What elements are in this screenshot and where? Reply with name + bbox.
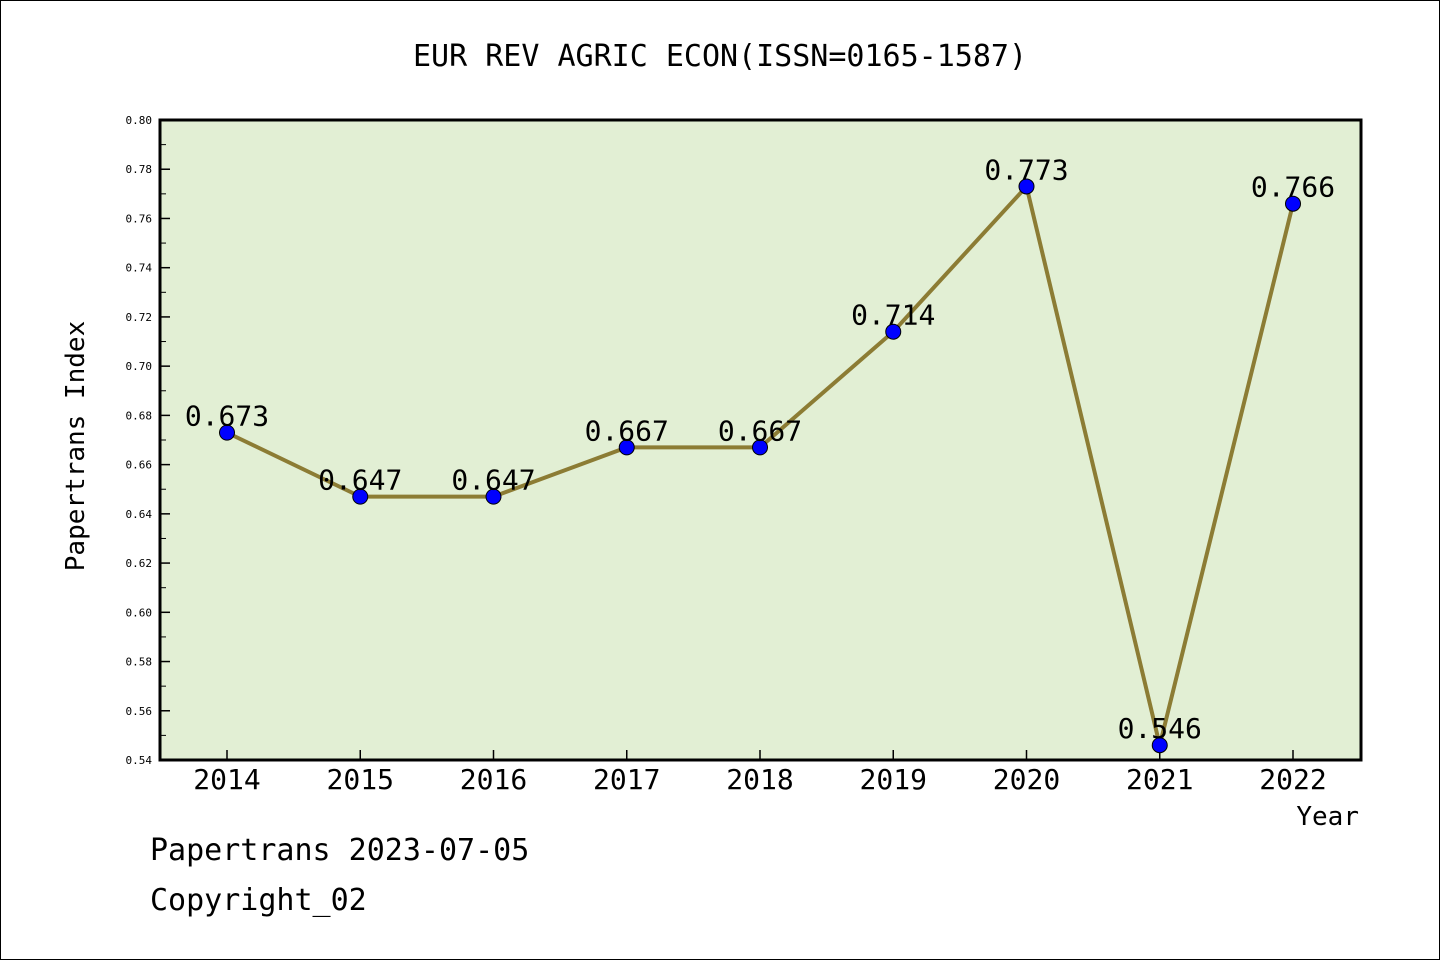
data-label: 0.647: [451, 464, 535, 497]
y-tick-label: 0.60: [126, 606, 153, 619]
data-label: 0.667: [718, 414, 802, 447]
footer-copyright: Copyright_02: [150, 883, 367, 918]
y-axis: 0.54 0.56 0.58 0.60 0.62 0.64 0.66 0.68 0.70 0.72…: [126, 114, 170, 767]
data-point: [618, 439, 635, 456]
y-tick-label: 0.68: [126, 409, 153, 422]
x-tick-label: 2019: [860, 763, 927, 796]
data-label: 0.546: [1118, 712, 1202, 745]
y-tick-label: 0.78: [126, 163, 153, 176]
data-point: [1151, 737, 1168, 754]
data-point: [885, 323, 902, 340]
data-point: [219, 424, 235, 441]
x-tick-label: 2015: [327, 763, 394, 796]
x-tick-label: 2021: [1126, 763, 1193, 796]
x-tick-label: 2020: [993, 763, 1060, 796]
x-axis-label: Year: [1296, 802, 1359, 832]
y-tick-label: 0.64: [126, 508, 153, 521]
data-label: 0.773: [984, 153, 1068, 186]
chart-title: EUR REV AGRIC ECON(ISSN=0165-1587): [413, 39, 1027, 74]
data-labels: 0.673 0.647 0.647 0.667 0.667 0.714 0.773 0.546…: [185, 153, 1335, 745]
y-tick-label: 0.70: [126, 360, 153, 373]
x-tick-label: 2017: [593, 763, 660, 796]
data-point: [352, 488, 369, 505]
data-label: 0.647: [318, 464, 402, 497]
x-tick-label: 2022: [1259, 763, 1326, 796]
x-axis: 2014 2015 2016 2017 2018 2019 2020 2021 2022: [193, 750, 1327, 796]
data-point: [1018, 178, 1035, 195]
data-markers: [219, 178, 1301, 754]
data-label: 0.673: [185, 400, 269, 433]
data-point: [485, 488, 502, 505]
data-label: 0.766: [1251, 171, 1335, 204]
y-tick-label: 0.62: [126, 557, 153, 570]
y-tick-label: 0.56: [126, 705, 153, 718]
y-tick-label: 0.76: [126, 212, 153, 225]
data-label: 0.667: [585, 414, 669, 447]
data-label: 0.714: [851, 299, 935, 332]
y-tick-label: 0.72: [126, 311, 153, 324]
y-tick-label: 0.66: [126, 459, 153, 472]
y-tick-label: 0.54: [126, 754, 153, 767]
y-tick-label: 0.74: [126, 262, 153, 275]
x-tick-label: 2018: [726, 763, 793, 796]
y-tick-label: 0.58: [126, 656, 153, 669]
x-tick-label: 2014: [193, 763, 260, 796]
footer-date: Papertrans 2023-07-05: [150, 833, 530, 868]
y-axis-label: Papertrans Index: [61, 321, 91, 571]
data-point: [752, 439, 768, 456]
x-tick-label: 2016: [460, 763, 527, 796]
data-point: [1285, 195, 1301, 212]
y-tick-label: 0.80: [126, 114, 153, 127]
